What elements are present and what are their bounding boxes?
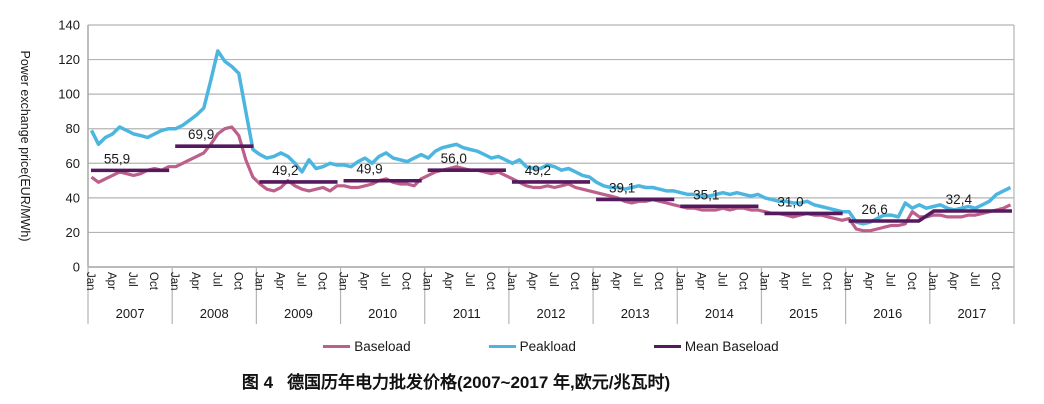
figure-caption-number: 图 4 <box>241 373 274 392</box>
month-tick-label: Apr <box>105 272 117 290</box>
y-tick-label: 0 <box>73 260 80 275</box>
mean-value-label: 35,1 <box>693 187 719 202</box>
year-label: 2011 <box>453 306 481 321</box>
mean-value-label: 31,0 <box>777 194 803 209</box>
year-label: 2013 <box>621 306 650 321</box>
peakload-swatch-icon <box>488 344 516 348</box>
month-tick-label: Oct <box>821 272 833 291</box>
legend-label-mean-baseload: Mean Baseload <box>684 338 779 354</box>
month-tick-label: Jan <box>673 272 685 291</box>
y-tick-label: 120 <box>58 52 80 67</box>
month-tick-label: Apr <box>273 272 285 290</box>
month-tick-label: Apr <box>358 272 370 290</box>
month-tick-label: Jan <box>84 272 96 291</box>
month-tick-label: Apr <box>694 272 706 290</box>
month-tick-label: Jul <box>968 272 980 287</box>
legend-item-baseload: Baseload <box>323 338 411 354</box>
year-label: 2015 <box>789 306 818 321</box>
month-tick-label: Apr <box>863 272 875 290</box>
mean-value-label: 56,0 <box>441 151 467 166</box>
legend-label-peakload: Peakload <box>519 338 576 354</box>
year-label: 2010 <box>368 306 397 321</box>
month-tick-label: Jan <box>421 272 433 291</box>
year-label: 2012 <box>537 306 566 321</box>
mean-value-label: 39,1 <box>609 180 635 195</box>
month-tick-label: Jan <box>842 272 854 291</box>
month-tick-label: Jul <box>884 272 896 287</box>
baseload-line <box>90 125 1012 233</box>
month-tick-label: Apr <box>442 272 454 290</box>
month-tick-label: Oct <box>400 272 412 291</box>
mean-value-label: 49,2 <box>525 163 551 178</box>
month-tick-label: Jul <box>210 272 222 287</box>
year-label: 2008 <box>200 306 229 321</box>
mean-baseload-step-line <box>848 209 1012 223</box>
year-label: 2007 <box>116 306 145 321</box>
month-tick-label: Jul <box>800 272 812 287</box>
legend-label-baseload: Baseload <box>354 338 411 354</box>
year-label: 2016 <box>873 306 902 321</box>
month-tick-label: Jul <box>126 272 138 287</box>
month-tick-label: Apr <box>189 272 201 290</box>
y-axis-title: Power exchange price(EUR/MWh) <box>18 50 32 241</box>
mean-value-label: 49,2 <box>272 163 298 178</box>
mean-value-label: 49,9 <box>356 162 382 177</box>
month-tick-label: Jul <box>295 272 307 287</box>
month-tick-label: Jul <box>379 272 391 287</box>
mean-value-label: 69,9 <box>188 127 214 142</box>
year-label: 2014 <box>705 306 734 321</box>
month-tick-label: Jul <box>463 272 475 287</box>
chart-legend: Baseload Peakload Mean Baseload <box>88 336 1014 356</box>
figure-caption: 图 4 德国历年电力批发价格(2007~2017 年,欧元/兆瓦时) <box>0 368 912 393</box>
y-tick-label: 80 <box>66 121 80 136</box>
month-tick-label: Oct <box>316 272 328 291</box>
month-tick-label: Oct <box>484 272 496 291</box>
year-label: 2009 <box>284 306 313 321</box>
month-tick-label: Apr <box>947 272 959 290</box>
month-tick-label: Jan <box>337 272 349 291</box>
legend-item-peakload: Peakload <box>488 338 576 354</box>
baseload-swatch-icon <box>323 344 351 348</box>
y-tick-label: 60 <box>66 156 80 171</box>
month-tick-label: Jul <box>715 272 727 287</box>
y-tick-label: 100 <box>58 87 80 102</box>
mean-baseload-swatch-icon <box>653 344 681 348</box>
month-tick-label: Oct <box>231 272 243 291</box>
year-label: 2017 <box>957 306 986 321</box>
y-tick-label: 140 <box>58 18 80 33</box>
month-tick-label: Jan <box>252 272 264 291</box>
month-tick-label: Jan <box>589 272 601 291</box>
y-tick-label: 20 <box>66 225 80 240</box>
month-tick-label: Oct <box>568 272 580 291</box>
month-tick-label: Jan <box>168 272 180 291</box>
month-tick-label: Jul <box>547 272 559 287</box>
y-tick-label: 40 <box>66 190 80 205</box>
month-tick-label: Apr <box>610 272 622 290</box>
figure-caption-text: 德国历年电力批发价格(2007~2017 年,欧元/兆瓦时) <box>287 373 671 392</box>
month-tick-label: Apr <box>779 272 791 290</box>
price-line-chart: 0 20 40 60 80 100 120 140 Power exchange price(E… <box>18 18 1015 324</box>
month-tick-label: Jan <box>926 272 938 291</box>
mean-value-label: 32,4 <box>946 192 973 207</box>
month-tick-label: Oct <box>989 272 1001 291</box>
legend-item-mean-baseload: Mean Baseload <box>653 338 779 354</box>
month-tick-label: Oct <box>905 272 917 291</box>
month-tick-label: Oct <box>147 272 159 291</box>
month-tick-label: Jan <box>505 272 517 291</box>
mean-value-label: 26,6 <box>861 202 887 217</box>
month-tick-label: Oct <box>652 272 664 291</box>
month-tick-label: Apr <box>526 272 538 290</box>
month-tick-label: Jul <box>631 272 643 287</box>
mean-value-label: 55,9 <box>104 151 130 166</box>
month-tick-label: Oct <box>736 272 748 291</box>
month-tick-label: Jan <box>758 272 770 291</box>
